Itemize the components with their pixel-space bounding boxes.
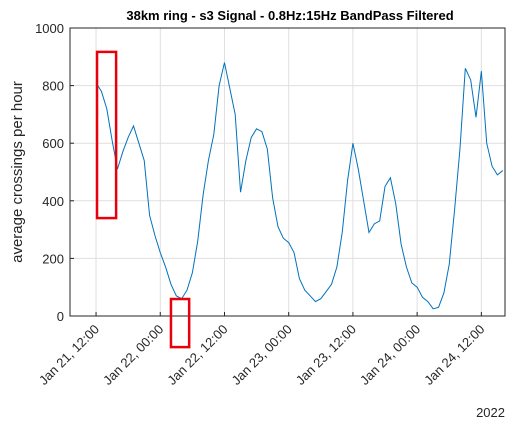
x-tick-label: Jan 24, 00:00 <box>357 322 423 388</box>
y-tick-label: 0 <box>57 309 64 324</box>
x-tick-label: Jan 23, 12:00 <box>293 322 359 388</box>
y-tick-label: 800 <box>42 79 64 94</box>
x-tick-label: Jan 24, 12:00 <box>421 322 487 388</box>
y-tick-label: 200 <box>42 251 64 266</box>
highlight-box <box>169 297 191 349</box>
x-tick-label: Jan 22, 00:00 <box>100 322 166 388</box>
x-year-label: 2022 <box>476 405 505 420</box>
chart-title: 38km ring - s3 Signal - 0.8Hz:15Hz BandP… <box>126 8 453 23</box>
y-tick-label: 600 <box>42 136 64 151</box>
data-line <box>95 62 504 310</box>
axes-box <box>69 27 506 317</box>
y-axis-label: average crossings per hour <box>9 81 26 263</box>
highlight-box <box>95 50 118 220</box>
x-tick-label: Jan 22, 12:00 <box>164 322 230 388</box>
y-tick-label: 400 <box>42 194 64 209</box>
x-tick-label: Jan 21, 12:00 <box>36 322 102 388</box>
y-tick-label: 1000 <box>35 21 64 36</box>
x-tick-label: Jan 23, 00:00 <box>229 322 295 388</box>
